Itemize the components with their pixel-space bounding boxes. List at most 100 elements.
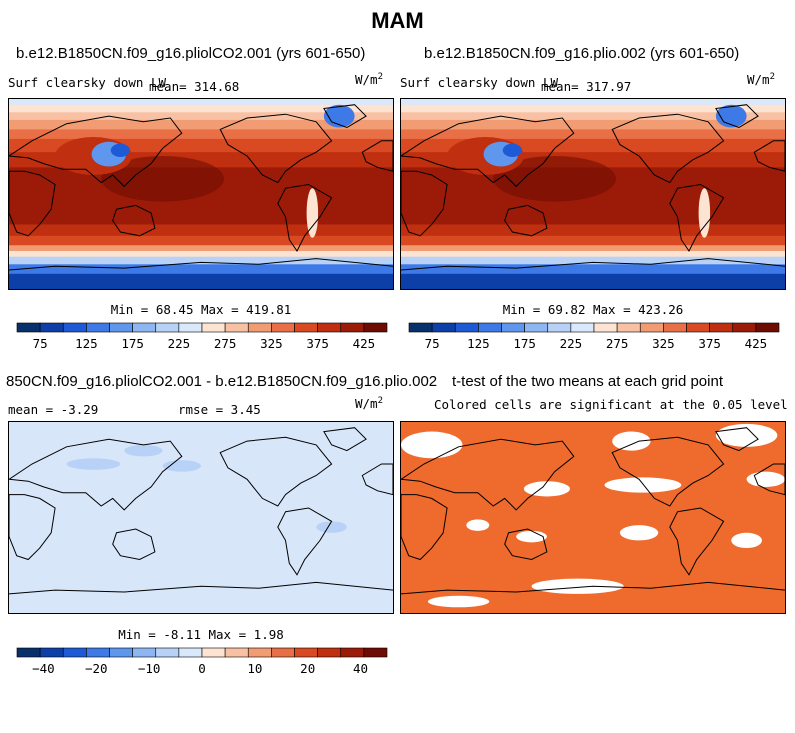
panel-4-coastline	[715, 427, 759, 452]
panel-2-units: W/m2	[747, 72, 775, 88]
panel-3-colorbar-box	[271, 647, 295, 658]
panel-2-colorbar-box	[547, 322, 572, 333]
panel-1-minmax: Min = 68.45 Max = 419.81	[110, 302, 292, 317]
panel-1-colorbar-box	[271, 322, 295, 333]
panel-4-insignificant-area	[466, 519, 490, 531]
panel-2-band	[401, 251, 785, 258]
panel-2-band	[401, 112, 785, 121]
panel-2-band	[401, 99, 785, 106]
panel-4-insignificant-area	[604, 477, 682, 493]
panel-3-colorbar-tick-label: 40	[353, 661, 368, 676]
panel-3-rmse: rmse = 3.45	[178, 402, 261, 417]
panel-2-colorbar-box	[639, 322, 664, 333]
panel-2-band	[401, 256, 785, 265]
panel-2-band	[401, 119, 785, 130]
panel-1-colorbar-box	[16, 322, 41, 333]
panel-4-insignificant-area	[612, 431, 651, 451]
panel-1-coastline	[219, 113, 333, 184]
panel-1-andes	[306, 188, 319, 238]
panel-1-band	[9, 224, 393, 237]
panel-3-title: 850CN.f09_g16.pliolCO2.001 - b.e12.B1850…	[6, 373, 438, 390]
panel-4-coastline	[504, 528, 548, 561]
panel-2-coastline	[504, 204, 548, 237]
panel-2-minmax: Min = 69.82 Max = 423.26	[502, 302, 684, 317]
panel-2-colorbar: 75 125 175 225 275 325 375 425	[408, 322, 780, 351]
panel-1-colorbar-box	[62, 322, 87, 333]
panel-1-tibet-core	[110, 143, 130, 157]
panel-1-band	[9, 235, 393, 246]
panel-4-insignificant-area	[731, 532, 762, 549]
panel-3-coastline	[277, 507, 333, 576]
panel-2-band	[401, 129, 785, 140]
panel-3-colorbar-box	[363, 647, 388, 658]
panel-1-field	[9, 99, 393, 289]
panel-4-coastline	[401, 581, 785, 595]
panel-3-colorbar-box	[247, 647, 272, 658]
panel-1-colorbar-tick-label: 225	[168, 336, 191, 351]
panel-2-colorbar-box	[709, 322, 734, 333]
panel-1-variable: Surf clearsky down LW	[8, 75, 167, 90]
panel-3-colorbar-box	[16, 647, 41, 658]
panel-1-colorbar-box	[363, 322, 388, 333]
panel-2-mean: mean= 317.97	[541, 79, 632, 94]
panel-4-coastline	[611, 436, 725, 507]
panel-3-coastline	[9, 494, 56, 561]
panel-2-colorbar-box	[431, 322, 456, 333]
panel-3-colorbar-tick-label: 0	[198, 661, 206, 676]
panel-2-colorbar-box	[593, 322, 618, 333]
panel-4-insignificant-area	[401, 431, 463, 459]
panel-3-coastline	[9, 438, 183, 511]
panel-4-coastline	[753, 463, 785, 496]
panel-1-colorbar: 75 125 175 225 275 325 375 425	[16, 322, 388, 351]
panel-1-band	[9, 251, 393, 258]
panel-1-colorbar-box	[109, 322, 133, 333]
panel-3-anomaly	[124, 444, 163, 457]
panel-2-colorbar-tick-label: 75	[425, 336, 440, 351]
panel-1-colorbar-box	[247, 322, 272, 333]
panel-3-colorbar-tick-label: −40	[32, 661, 55, 676]
panel-2-andes	[698, 188, 711, 238]
panel-2-colorbar-box	[524, 322, 549, 333]
panel-1-colorbar-box	[340, 322, 365, 333]
panel-3-colorbar-box	[39, 647, 64, 658]
panel-2-coastline	[753, 140, 785, 172]
panel-1-title: b.e12.B1850CN.f09_g16.pliolCO2.001 (yrs …	[16, 45, 366, 62]
panel-4-coastline	[401, 438, 575, 511]
panel-2-colorbar-box	[732, 322, 757, 333]
panel-2-band	[401, 264, 785, 275]
panel-1-coastline	[9, 115, 183, 188]
panel-4-insignificant-area	[516, 530, 547, 543]
panel-1-colorbar-tick-label: 125	[75, 336, 98, 351]
panel-2-field	[401, 99, 785, 289]
panel-2-colorbar-box	[501, 322, 525, 333]
panel-2-band	[401, 224, 785, 237]
panel-2-colorbar-box	[570, 322, 595, 333]
panel-2-colorbar-box	[686, 322, 710, 333]
panel-1-colorbar-box	[201, 322, 226, 333]
panel-1-colorbar-tick-label: 275	[214, 336, 237, 351]
panel-2-coastline	[401, 115, 575, 188]
panel-2-colorbar-box	[478, 322, 502, 333]
panel-2-map	[400, 98, 786, 290]
panel-3-colorbar-box	[294, 647, 318, 658]
panel-3-colorbar-tick-label: 20	[300, 661, 315, 676]
panel-1-mean: mean= 314.68	[149, 79, 240, 94]
panel-3-coastline	[323, 427, 367, 452]
panel-1-band	[9, 104, 393, 113]
panel-4-map	[400, 421, 786, 614]
panel-1-band	[9, 119, 393, 130]
panel-4-coastline	[669, 507, 725, 576]
panel-4-title: t-test of the two means at each grid poi…	[452, 373, 723, 390]
panel-3-coastline	[9, 581, 393, 595]
panel-2-band	[401, 235, 785, 246]
panel-4-insignificant-area	[746, 471, 785, 487]
panel-1-band	[9, 129, 393, 140]
panel-2-colorbar-tick-label: 275	[606, 336, 629, 351]
panel-4-insignificant-area	[619, 525, 659, 541]
panel-1-band	[9, 273, 393, 289]
panel-3-mean: mean = -3.29	[8, 402, 99, 417]
panel-3-colorbar-box	[178, 647, 203, 658]
panel-4-insignificant-area	[531, 578, 624, 594]
panel-2-colorbar-tick-label: 125	[467, 336, 490, 351]
panel-2-coastline	[715, 104, 759, 129]
